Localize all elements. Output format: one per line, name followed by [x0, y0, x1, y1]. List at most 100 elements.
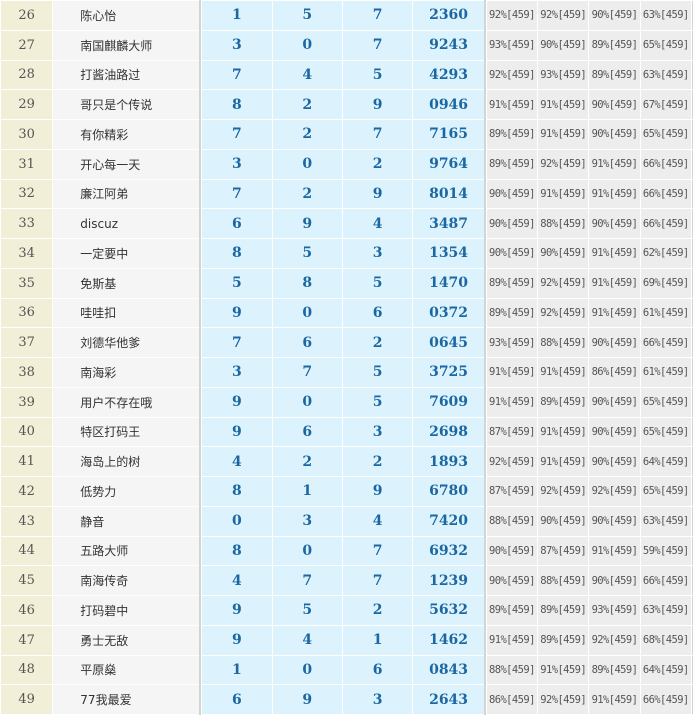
- percent-cell: 91%[459]: [537, 89, 590, 120]
- user-name[interactable]: 平原燊: [52, 654, 201, 686]
- digit-cell: 8: [271, 267, 343, 299]
- rank-cell: 44: [0, 535, 54, 567]
- column-divider: [484, 535, 487, 567]
- percent-cell: 91%[459]: [537, 178, 590, 210]
- rank-cell: 41: [0, 446, 54, 477]
- user-name[interactable]: 打酱油路过: [52, 59, 201, 91]
- table-row: 36 哇哇扣 9 0 6 0372 89%[459] 92%[459] 91%[459] 61%[…: [0, 297, 694, 329]
- table-row: 48 平原燊 1 0 6 0843 88%[459] 91%[459] 89%[459] 64%[…: [0, 654, 694, 686]
- digit-cell: 4: [341, 505, 414, 537]
- digit-cell: 6: [341, 654, 414, 686]
- digit-cell: 7: [201, 59, 273, 91]
- user-name[interactable]: 一定要中: [52, 238, 201, 269]
- digit-cell: 5: [341, 357, 414, 388]
- user-name[interactable]: discuz: [52, 208, 201, 239]
- number-cell: 0843: [412, 654, 486, 686]
- percent-cell: 66%[459]: [639, 565, 692, 596]
- digit-cell: 4: [201, 565, 273, 596]
- percent-cell: 91%[459]: [537, 357, 590, 388]
- user-name[interactable]: 打码碧中: [52, 595, 201, 626]
- user-name[interactable]: 低势力: [52, 476, 201, 507]
- digit-cell: 7: [341, 0, 414, 31]
- digit-cell: 3: [271, 505, 343, 537]
- user-name[interactable]: 南海彩: [52, 357, 201, 388]
- table-row: 46 打码碧中 9 5 2 5632 89%[459] 89%[459] 93%[459] 63%…: [0, 595, 694, 626]
- table-row: 31 开心每一天 3 0 2 9764 89%[459] 92%[459] 91%[459] 66…: [0, 148, 694, 180]
- rank-cell: 43: [0, 505, 54, 537]
- user-name[interactable]: 哥只是个传说: [52, 89, 201, 120]
- user-name[interactable]: 陈心怡: [52, 0, 201, 31]
- number-cell: 1470: [412, 267, 486, 299]
- user-name[interactable]: 南国麒麟大师: [52, 29, 201, 61]
- table-row: 39 用户不存在哦 9 0 5 7609 91%[459] 89%[459] 90%[459] 6…: [0, 386, 694, 418]
- percent-cell: 90%[459]: [588, 89, 641, 120]
- table-row: 41 海岛上的树 4 2 2 1893 92%[459] 91%[459] 90%[459] 64…: [0, 446, 694, 477]
- percent-cell: 62%[459]: [639, 238, 692, 269]
- digit-cell: 4: [201, 446, 273, 477]
- percent-cell: 86%[459]: [485, 684, 539, 715]
- digit-cell: 9: [201, 624, 273, 656]
- number-cell: 9243: [412, 29, 486, 61]
- percent-cell: 63%[459]: [639, 0, 692, 31]
- digit-cell: 5: [341, 59, 414, 91]
- user-name[interactable]: 静音: [52, 505, 201, 537]
- user-name[interactable]: 特区打码王: [52, 416, 201, 448]
- digit-cell: 2: [341, 327, 414, 358]
- percent-cell: 92%[459]: [537, 0, 590, 31]
- percent-cell: 92%[459]: [537, 684, 590, 715]
- user-name[interactable]: 免斯基: [52, 267, 201, 299]
- table-row: 37 刘德华他爹 7 6 2 0645 93%[459] 88%[459] 90%[459] 66…: [0, 327, 694, 358]
- user-name[interactable]: 刘德华他爹: [52, 327, 201, 358]
- percent-cell: 89%[459]: [485, 595, 539, 626]
- number-cell: 7609: [412, 386, 486, 418]
- percent-cell: 90%[459]: [588, 446, 641, 477]
- percent-cell: 89%[459]: [537, 595, 590, 626]
- user-name[interactable]: 勇士无敌: [52, 624, 201, 656]
- column-divider: [690, 357, 694, 388]
- user-name[interactable]: 开心每一天: [52, 148, 201, 180]
- column-divider: [690, 0, 694, 31]
- table-row: 45 南海传奇 4 7 7 1239 90%[459] 88%[459] 90%[459] 66%…: [0, 565, 694, 596]
- digit-cell: 8: [201, 238, 273, 269]
- percent-cell: 88%[459]: [537, 327, 590, 358]
- rank-cell: 46: [0, 595, 54, 626]
- column-divider: [690, 59, 694, 91]
- percent-cell: 91%[459]: [537, 446, 590, 477]
- digit-cell: 9: [201, 595, 273, 626]
- user-name[interactable]: 有你精彩: [52, 119, 201, 150]
- digit-cell: 1: [271, 476, 343, 507]
- table-row: 44 五路大师 8 0 7 6932 90%[459] 87%[459] 91%[459] 59%…: [0, 535, 694, 567]
- user-name[interactable]: 海岛上的树: [52, 446, 201, 477]
- digit-cell: 9: [271, 684, 343, 715]
- user-name[interactable]: 77我最爱: [52, 684, 201, 715]
- table-row: 32 廉江阿弟 7 2 9 8014 90%[459] 91%[459] 91%[459] 66%…: [0, 178, 694, 210]
- rank-cell: 48: [0, 654, 54, 686]
- user-name[interactable]: 哇哇扣: [52, 297, 201, 329]
- column-divider: [690, 89, 694, 120]
- digit-cell: 9: [201, 416, 273, 448]
- column-divider: [690, 148, 694, 180]
- number-cell: 1239: [412, 565, 486, 596]
- percent-cell: 92%[459]: [588, 476, 641, 507]
- rank-cell: 28: [0, 59, 54, 91]
- percent-cell: 90%[459]: [485, 565, 539, 596]
- percent-cell: 92%[459]: [537, 476, 590, 507]
- percent-cell: 65%[459]: [639, 416, 692, 448]
- percent-cell: 90%[459]: [485, 178, 539, 210]
- digit-cell: 7: [201, 119, 273, 150]
- percent-cell: 86%[459]: [588, 357, 641, 388]
- percent-cell: 89%[459]: [485, 148, 539, 180]
- percent-cell: 92%[459]: [537, 297, 590, 329]
- user-name[interactable]: 五路大师: [52, 535, 201, 567]
- percent-cell: 89%[459]: [485, 267, 539, 299]
- user-name[interactable]: 南海传奇: [52, 565, 201, 596]
- digit-cell: 1: [341, 624, 414, 656]
- number-cell: 1354: [412, 238, 486, 269]
- digit-cell: 8: [201, 476, 273, 507]
- number-cell: 1893: [412, 446, 486, 477]
- percent-cell: 68%[459]: [639, 624, 692, 656]
- digit-cell: 9: [341, 89, 414, 120]
- user-name[interactable]: 廉江阿弟: [52, 178, 201, 210]
- percent-cell: 90%[459]: [485, 238, 539, 269]
- user-name[interactable]: 用户不存在哦: [52, 386, 201, 418]
